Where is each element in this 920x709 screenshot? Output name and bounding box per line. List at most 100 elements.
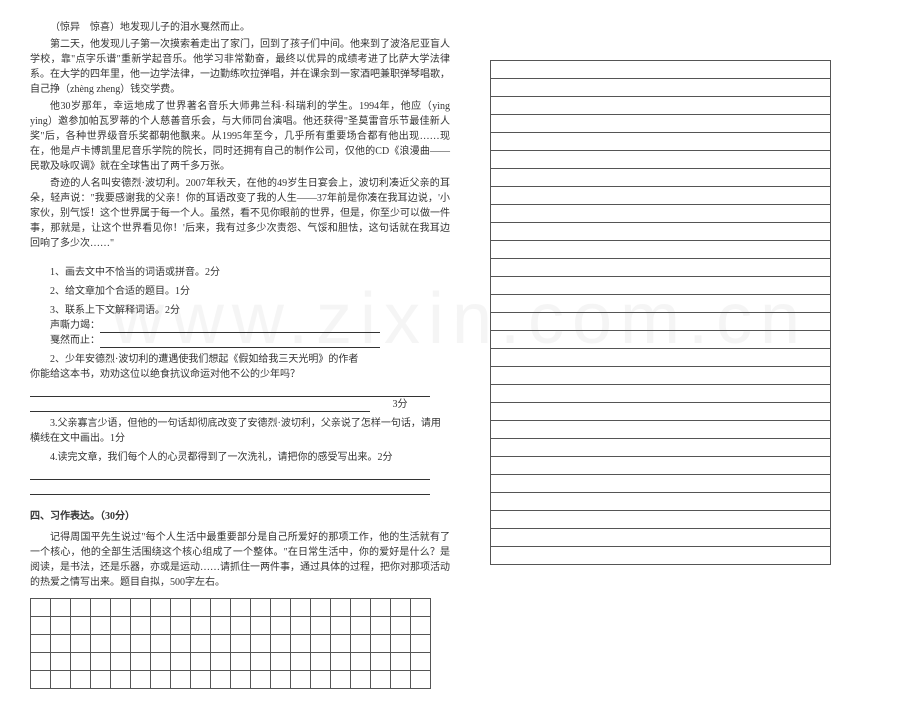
essay-cell[interactable] [191,617,211,635]
essay-cell[interactable] [131,599,151,617]
essay-cell[interactable] [311,653,331,671]
q6-blank2[interactable] [30,483,430,495]
essay-cell[interactable] [151,635,171,653]
essay-cell[interactable] [291,635,311,653]
essay-cell[interactable] [51,653,71,671]
essay-cell[interactable] [111,671,131,689]
writing-line[interactable] [491,169,831,187]
essay-cell[interactable] [191,653,211,671]
essay-cell[interactable] [271,653,291,671]
writing-line[interactable] [491,79,831,97]
essay-cell[interactable] [111,599,131,617]
essay-cell[interactable] [351,599,371,617]
writing-line[interactable] [491,457,831,475]
writing-line[interactable] [491,277,831,295]
essay-cell[interactable] [231,671,251,689]
essay-cell[interactable] [351,635,371,653]
essay-cell[interactable] [211,617,231,635]
writing-line[interactable] [491,529,831,547]
essay-cell[interactable] [351,671,371,689]
writing-line[interactable] [491,259,831,277]
q3b-blank[interactable] [100,336,380,348]
essay-cell[interactable] [171,617,191,635]
writing-line[interactable] [491,493,831,511]
essay-cell[interactable] [31,599,51,617]
writing-line[interactable] [491,205,831,223]
essay-cell[interactable] [51,617,71,635]
essay-cell[interactable] [251,599,271,617]
essay-cell[interactable] [371,635,391,653]
essay-cell[interactable] [71,671,91,689]
essay-cell[interactable] [231,653,251,671]
writing-line[interactable] [491,151,831,169]
essay-cell[interactable] [91,671,111,689]
q3a-blank[interactable] [100,321,380,333]
writing-line[interactable] [491,331,831,349]
essay-cell[interactable] [311,671,331,689]
essay-cell[interactable] [211,671,231,689]
essay-cell[interactable] [91,599,111,617]
writing-line[interactable] [491,421,831,439]
essay-cell[interactable] [151,671,171,689]
essay-cell[interactable] [111,653,131,671]
essay-cell[interactable] [271,599,291,617]
essay-cell[interactable] [391,653,411,671]
essay-cell[interactable] [331,635,351,653]
essay-cell[interactable] [291,653,311,671]
essay-cell[interactable] [271,617,291,635]
essay-cell[interactable] [211,635,231,653]
essay-grid-right[interactable] [490,60,831,565]
writing-line[interactable] [491,349,831,367]
essay-cell[interactable] [391,671,411,689]
writing-line[interactable] [491,475,831,493]
essay-cell[interactable] [131,671,151,689]
essay-cell[interactable] [71,635,91,653]
q4-blank2[interactable] [30,400,370,412]
essay-cell[interactable] [131,653,151,671]
essay-cell[interactable] [231,617,251,635]
essay-cell[interactable] [151,599,171,617]
essay-cell[interactable] [251,635,271,653]
essay-cell[interactable] [371,617,391,635]
writing-line[interactable] [491,241,831,259]
writing-line[interactable] [491,115,831,133]
essay-cell[interactable] [251,671,271,689]
essay-cell[interactable] [351,653,371,671]
essay-cell[interactable] [51,599,71,617]
essay-cell[interactable] [411,635,431,653]
essay-cell[interactable] [211,653,231,671]
essay-cell[interactable] [171,635,191,653]
writing-line[interactable] [491,133,831,151]
essay-cell[interactable] [371,671,391,689]
essay-cell[interactable] [271,635,291,653]
writing-line[interactable] [491,439,831,457]
essay-cell[interactable] [111,617,131,635]
essay-cell[interactable] [151,617,171,635]
essay-cell[interactable] [411,653,431,671]
essay-cell[interactable] [411,599,431,617]
essay-cell[interactable] [151,653,171,671]
essay-cell[interactable] [111,635,131,653]
essay-cell[interactable] [91,653,111,671]
q4-blank1[interactable] [30,385,430,397]
essay-cell[interactable] [71,617,91,635]
essay-cell[interactable] [171,653,191,671]
essay-cell[interactable] [291,599,311,617]
writing-line[interactable] [491,223,831,241]
essay-cell[interactable] [391,599,411,617]
writing-line[interactable] [491,547,831,565]
essay-cell[interactable] [231,635,251,653]
writing-line[interactable] [491,187,831,205]
essay-cell[interactable] [411,671,431,689]
essay-cell[interactable] [91,617,111,635]
essay-cell[interactable] [291,671,311,689]
essay-cell[interactable] [31,617,51,635]
essay-cell[interactable] [31,653,51,671]
essay-cell[interactable] [31,635,51,653]
essay-cell[interactable] [271,671,291,689]
essay-cell[interactable] [291,617,311,635]
essay-cell[interactable] [131,635,151,653]
essay-cell[interactable] [391,617,411,635]
writing-line[interactable] [491,385,831,403]
essay-cell[interactable] [91,635,111,653]
